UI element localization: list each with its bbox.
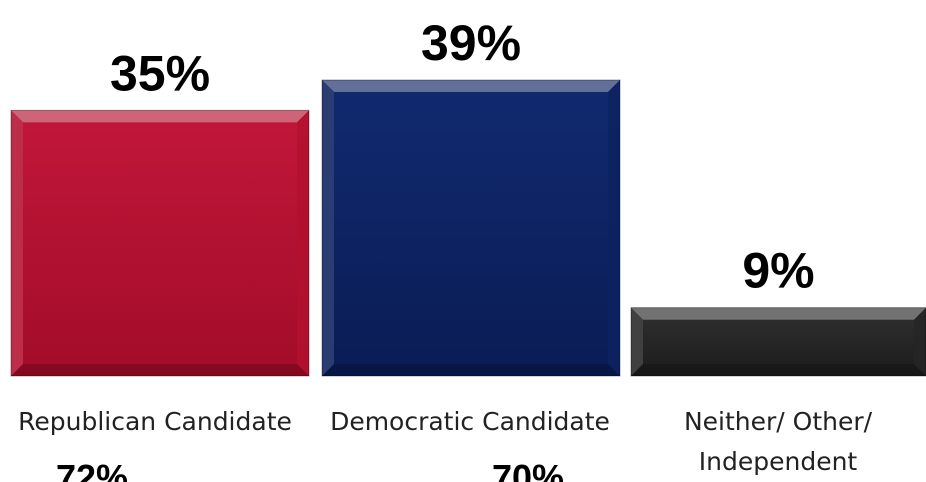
- secondary-label-3: 70%: [492, 457, 564, 482]
- bar-outline: [321, 79, 621, 377]
- bar-bevel-top: [322, 80, 620, 92]
- bar-3: [630, 307, 926, 377]
- category-label-3-line-2: Independent: [699, 447, 858, 476]
- bar-body: [322, 80, 620, 376]
- bar-bevel-bottom: [631, 364, 926, 376]
- value-label-3: 9%: [742, 243, 814, 299]
- category-label-2: Democratic Candidate: [330, 407, 610, 436]
- category-label-3-line-1: Neither/ Other/: [684, 407, 873, 436]
- bar-bevel-bottom: [322, 364, 620, 376]
- bar-bevel-right: [608, 80, 620, 376]
- bar-body: [11, 110, 309, 376]
- bar-bevel-top: [631, 307, 926, 320]
- bar-bevel-bottom: [11, 364, 309, 376]
- bar-outline: [630, 307, 926, 377]
- bar-bevel-left: [322, 80, 334, 376]
- category-label-1: Republican Candidate: [18, 407, 292, 436]
- bar-1: [10, 109, 310, 377]
- value-label-2: 39%: [421, 15, 521, 71]
- secondary-label-1: 72%: [56, 457, 128, 482]
- bar-bevel-left: [11, 110, 23, 376]
- bar-2: [321, 79, 621, 377]
- bar-bevel-left: [631, 307, 643, 376]
- bar-bevel-right: [297, 110, 309, 376]
- value-label-1: 35%: [110, 45, 210, 101]
- bar-bevel-top: [11, 110, 309, 123]
- bar-bevel-right: [914, 307, 926, 376]
- bar-outline: [10, 109, 310, 377]
